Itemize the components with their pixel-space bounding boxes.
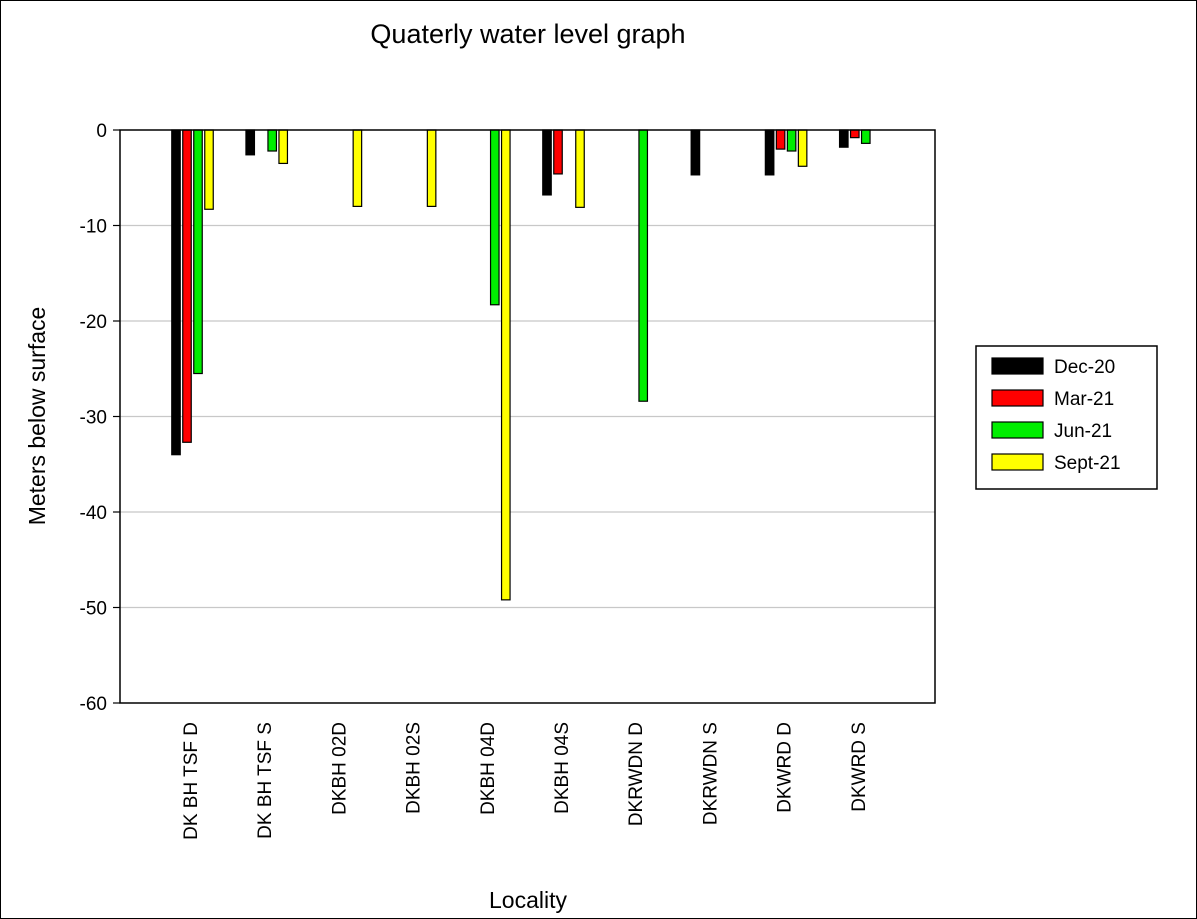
legend-label: Dec-20 xyxy=(1054,357,1115,378)
y-axis-ticks: 0 -10 -20 -30 -40 -50 -60 xyxy=(80,121,120,715)
bar-mar-21 xyxy=(182,129,192,443)
x-tick-label: DKRWDN D xyxy=(626,722,647,826)
bar-dec-20 xyxy=(542,129,552,196)
bar-jun-21 xyxy=(860,129,871,144)
legend-swatch xyxy=(991,453,1044,471)
y-tick-label: -10 xyxy=(80,217,107,238)
bar-sept-21 xyxy=(204,129,214,210)
y-tick-label: -60 xyxy=(80,694,107,715)
y-axis-label: Meters below surface xyxy=(24,307,50,526)
legend-label: Jun-21 xyxy=(1054,421,1112,442)
bar-jun-21 xyxy=(193,129,203,375)
bar-mar-21 xyxy=(775,129,786,150)
grid-lines xyxy=(120,224,935,609)
legend-label: Sept-21 xyxy=(1054,453,1121,474)
x-tick-label: DK BH TSF D xyxy=(181,722,202,840)
legend-label: Mar-21 xyxy=(1054,389,1114,410)
x-axis-ticks: DK BH TSF D DK BH TSF S DKBH 02D DKBH 02S DK… xyxy=(181,722,870,840)
legend-swatch xyxy=(991,389,1044,407)
x-tick-label: DKBH 04D xyxy=(478,722,499,815)
bar-jun-21 xyxy=(489,129,500,306)
x-tick-label: DKBH 02S xyxy=(404,722,425,814)
bar-sept-21 xyxy=(278,129,289,165)
bar-jun-21 xyxy=(786,129,797,152)
bar-dec-20 xyxy=(764,129,775,176)
legend-swatch xyxy=(991,357,1044,375)
bar-dec-20 xyxy=(171,129,181,456)
bar-mar-21 xyxy=(553,129,563,175)
bar-jun-21 xyxy=(638,129,649,402)
bar-dec-20 xyxy=(245,129,256,156)
x-tick-label: DK BH TSF S xyxy=(255,722,276,839)
bar-mar-21 xyxy=(849,129,860,139)
x-tick-label: DKBH 02D xyxy=(329,722,350,815)
x-axis-label: Locality xyxy=(489,887,567,913)
x-tick-label: DKWRD D xyxy=(775,722,796,813)
y-tick-label: -50 xyxy=(80,599,107,620)
x-tick-label: DKWRD S xyxy=(849,722,870,812)
bar-sept-21 xyxy=(575,129,585,208)
bar-dec-20 xyxy=(690,129,701,176)
y-tick-label: -40 xyxy=(80,503,107,524)
bar-sept-21 xyxy=(797,129,808,167)
x-tick-label: DKBH 04S xyxy=(552,722,573,814)
x-tick-label: DKRWDN S xyxy=(700,722,721,825)
bar-jun-21 xyxy=(267,129,278,152)
y-tick-label: -20 xyxy=(80,312,107,333)
bar-sept-21 xyxy=(500,129,511,601)
chart-title: Quaterly water level graph xyxy=(370,19,685,49)
legend: Dec-20 Mar-21 Jun-21 Sept-21 xyxy=(975,345,1158,490)
bar-sept-21 xyxy=(352,129,363,208)
bar-sept-21 xyxy=(426,129,437,208)
bars xyxy=(171,129,871,601)
y-tick-label: -30 xyxy=(80,408,107,429)
bar-dec-20 xyxy=(838,129,849,148)
legend-swatch xyxy=(991,421,1044,439)
y-tick-label: 0 xyxy=(96,121,107,142)
